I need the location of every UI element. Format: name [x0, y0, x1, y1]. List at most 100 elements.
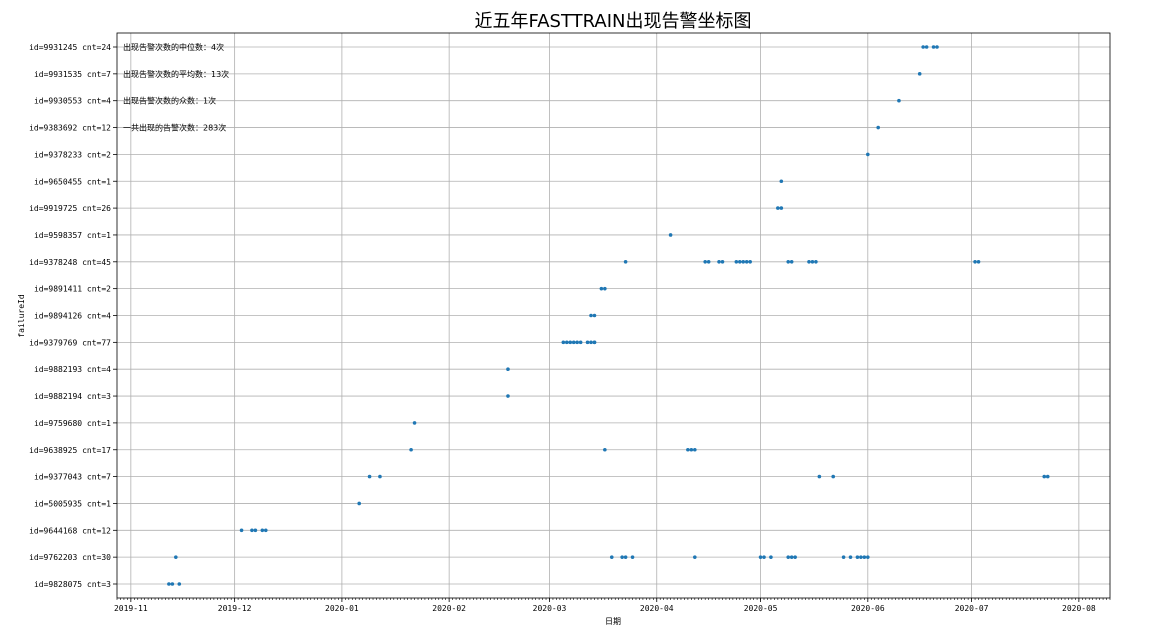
data-point [585, 340, 590, 345]
data-point [686, 447, 690, 452]
x-axis: 2019-11 2019-12 2020-01 2020-02 2020-03 2020-… [114, 598, 1111, 613]
chart-title: 近五年FASTTRAIN出现告警坐标图 [475, 11, 752, 32]
data-point [779, 206, 784, 210]
y-tick-label: id=9759680 cnt=1 [34, 419, 111, 428]
data-point [506, 394, 510, 398]
stat-annotation: 出现告警次数的平均数：13次 [123, 69, 229, 79]
y-tick-label: id=9378233 cnt=2 [34, 150, 111, 159]
data-point [623, 260, 628, 264]
data-point [609, 555, 614, 559]
data-point [720, 260, 725, 264]
stat-annotation: 一共出现的告警次数：283次 [123, 123, 226, 133]
data-point [744, 260, 749, 264]
x-tick-label: 2019-11 [114, 604, 148, 613]
y-tick-label: id=9919725 cnt=26 [29, 204, 111, 213]
data-point [841, 555, 846, 559]
y-tick-label: id=9379769 cnt=77 [29, 338, 111, 347]
data-point [859, 555, 863, 559]
data-point [737, 260, 742, 264]
data-point [848, 555, 853, 559]
data-point [357, 501, 361, 506]
x-tick-label: 2020-01 [325, 604, 359, 613]
y-tick-label: id=9931245 cnt=24 [29, 43, 111, 52]
y-tick-label: id=9638925 cnt=17 [29, 446, 111, 455]
data-point [630, 555, 635, 559]
y-tick-label: id=9383692 cnt=12 [29, 124, 111, 133]
grid-lines [117, 33, 1110, 598]
stats-annotations: 出现告警次数的中位数：4次出现告警次数的平均数：13次出现告警次数的众数：1次一… [123, 42, 229, 133]
data-point [592, 340, 597, 345]
y-tick-label: id=9762203 cnt=30 [29, 553, 111, 562]
data-point [817, 474, 822, 479]
data-point [855, 555, 860, 559]
x-tick-label: 2020-08 [1062, 604, 1096, 613]
data-point [412, 421, 417, 425]
data-point [575, 340, 579, 345]
data-point [561, 340, 566, 345]
y-tick-label: id=9894126 cnt=4 [34, 312, 111, 321]
data-point [703, 260, 707, 264]
data-point [689, 447, 694, 452]
x-axis-label: 日期 [605, 617, 621, 626]
data-point [862, 555, 867, 559]
y-tick-label: id=9828075 cnt=3 [34, 580, 111, 589]
data-point [866, 555, 870, 559]
data-point [786, 260, 791, 264]
data-point [603, 286, 607, 291]
data-point [931, 45, 936, 49]
data-point [769, 555, 773, 559]
y-tick-label: id=9930553 cnt=4 [34, 97, 111, 106]
data-point [748, 260, 752, 264]
data-point [592, 313, 597, 318]
data-point [693, 447, 697, 452]
data-point [831, 474, 836, 479]
data-point [921, 45, 925, 49]
data-point [814, 260, 818, 264]
data-point [693, 555, 697, 559]
data-point [603, 447, 607, 452]
data-point [741, 260, 746, 264]
data-point [506, 367, 510, 372]
data-point [717, 260, 721, 264]
x-tick-label: 2020-02 [432, 604, 466, 613]
y-axis: id=9828075 cnt=3 id=9762203 cnt=30 id=9644… [29, 43, 117, 589]
x-tick-label: 2020-06 [851, 604, 885, 613]
data-point [935, 45, 939, 49]
data-point [976, 260, 981, 264]
data-point [668, 233, 673, 237]
y-tick-label: id=5005935 cnt=1 [34, 499, 111, 508]
data-point [917, 72, 922, 76]
stat-annotation: 出现告警次数的中位数：4次 [123, 42, 224, 52]
data-point [807, 260, 811, 264]
data-point [876, 125, 880, 130]
data-point [924, 45, 929, 49]
data-point [779, 179, 784, 184]
data-point [177, 582, 182, 586]
x-tick-label: 2020-07 [955, 604, 989, 613]
data-point [263, 528, 268, 533]
y-tick-label: id=9891411 cnt=2 [34, 285, 111, 294]
data-point [789, 555, 794, 559]
x-tick-label: 2019-12 [218, 604, 252, 613]
data-point [1045, 474, 1050, 479]
data-point [589, 340, 593, 345]
data-point [568, 340, 573, 345]
data-point [973, 260, 977, 264]
data-point [776, 206, 780, 210]
data-point [897, 98, 901, 103]
x-tick-label: 2020-05 [744, 604, 778, 613]
data-point [571, 340, 576, 345]
data-point [253, 528, 258, 533]
data-point [409, 447, 413, 452]
data-point [174, 555, 178, 559]
data-point [578, 340, 583, 345]
data-point [620, 555, 624, 559]
data-point [599, 286, 604, 291]
x-tick-label: 2020-03 [533, 604, 567, 613]
data-point [810, 260, 815, 264]
y-axis-label: failureId [17, 294, 26, 338]
data-point [866, 152, 870, 157]
data-point [167, 582, 171, 586]
y-tick-label: id=9378248 cnt=45 [29, 258, 111, 267]
